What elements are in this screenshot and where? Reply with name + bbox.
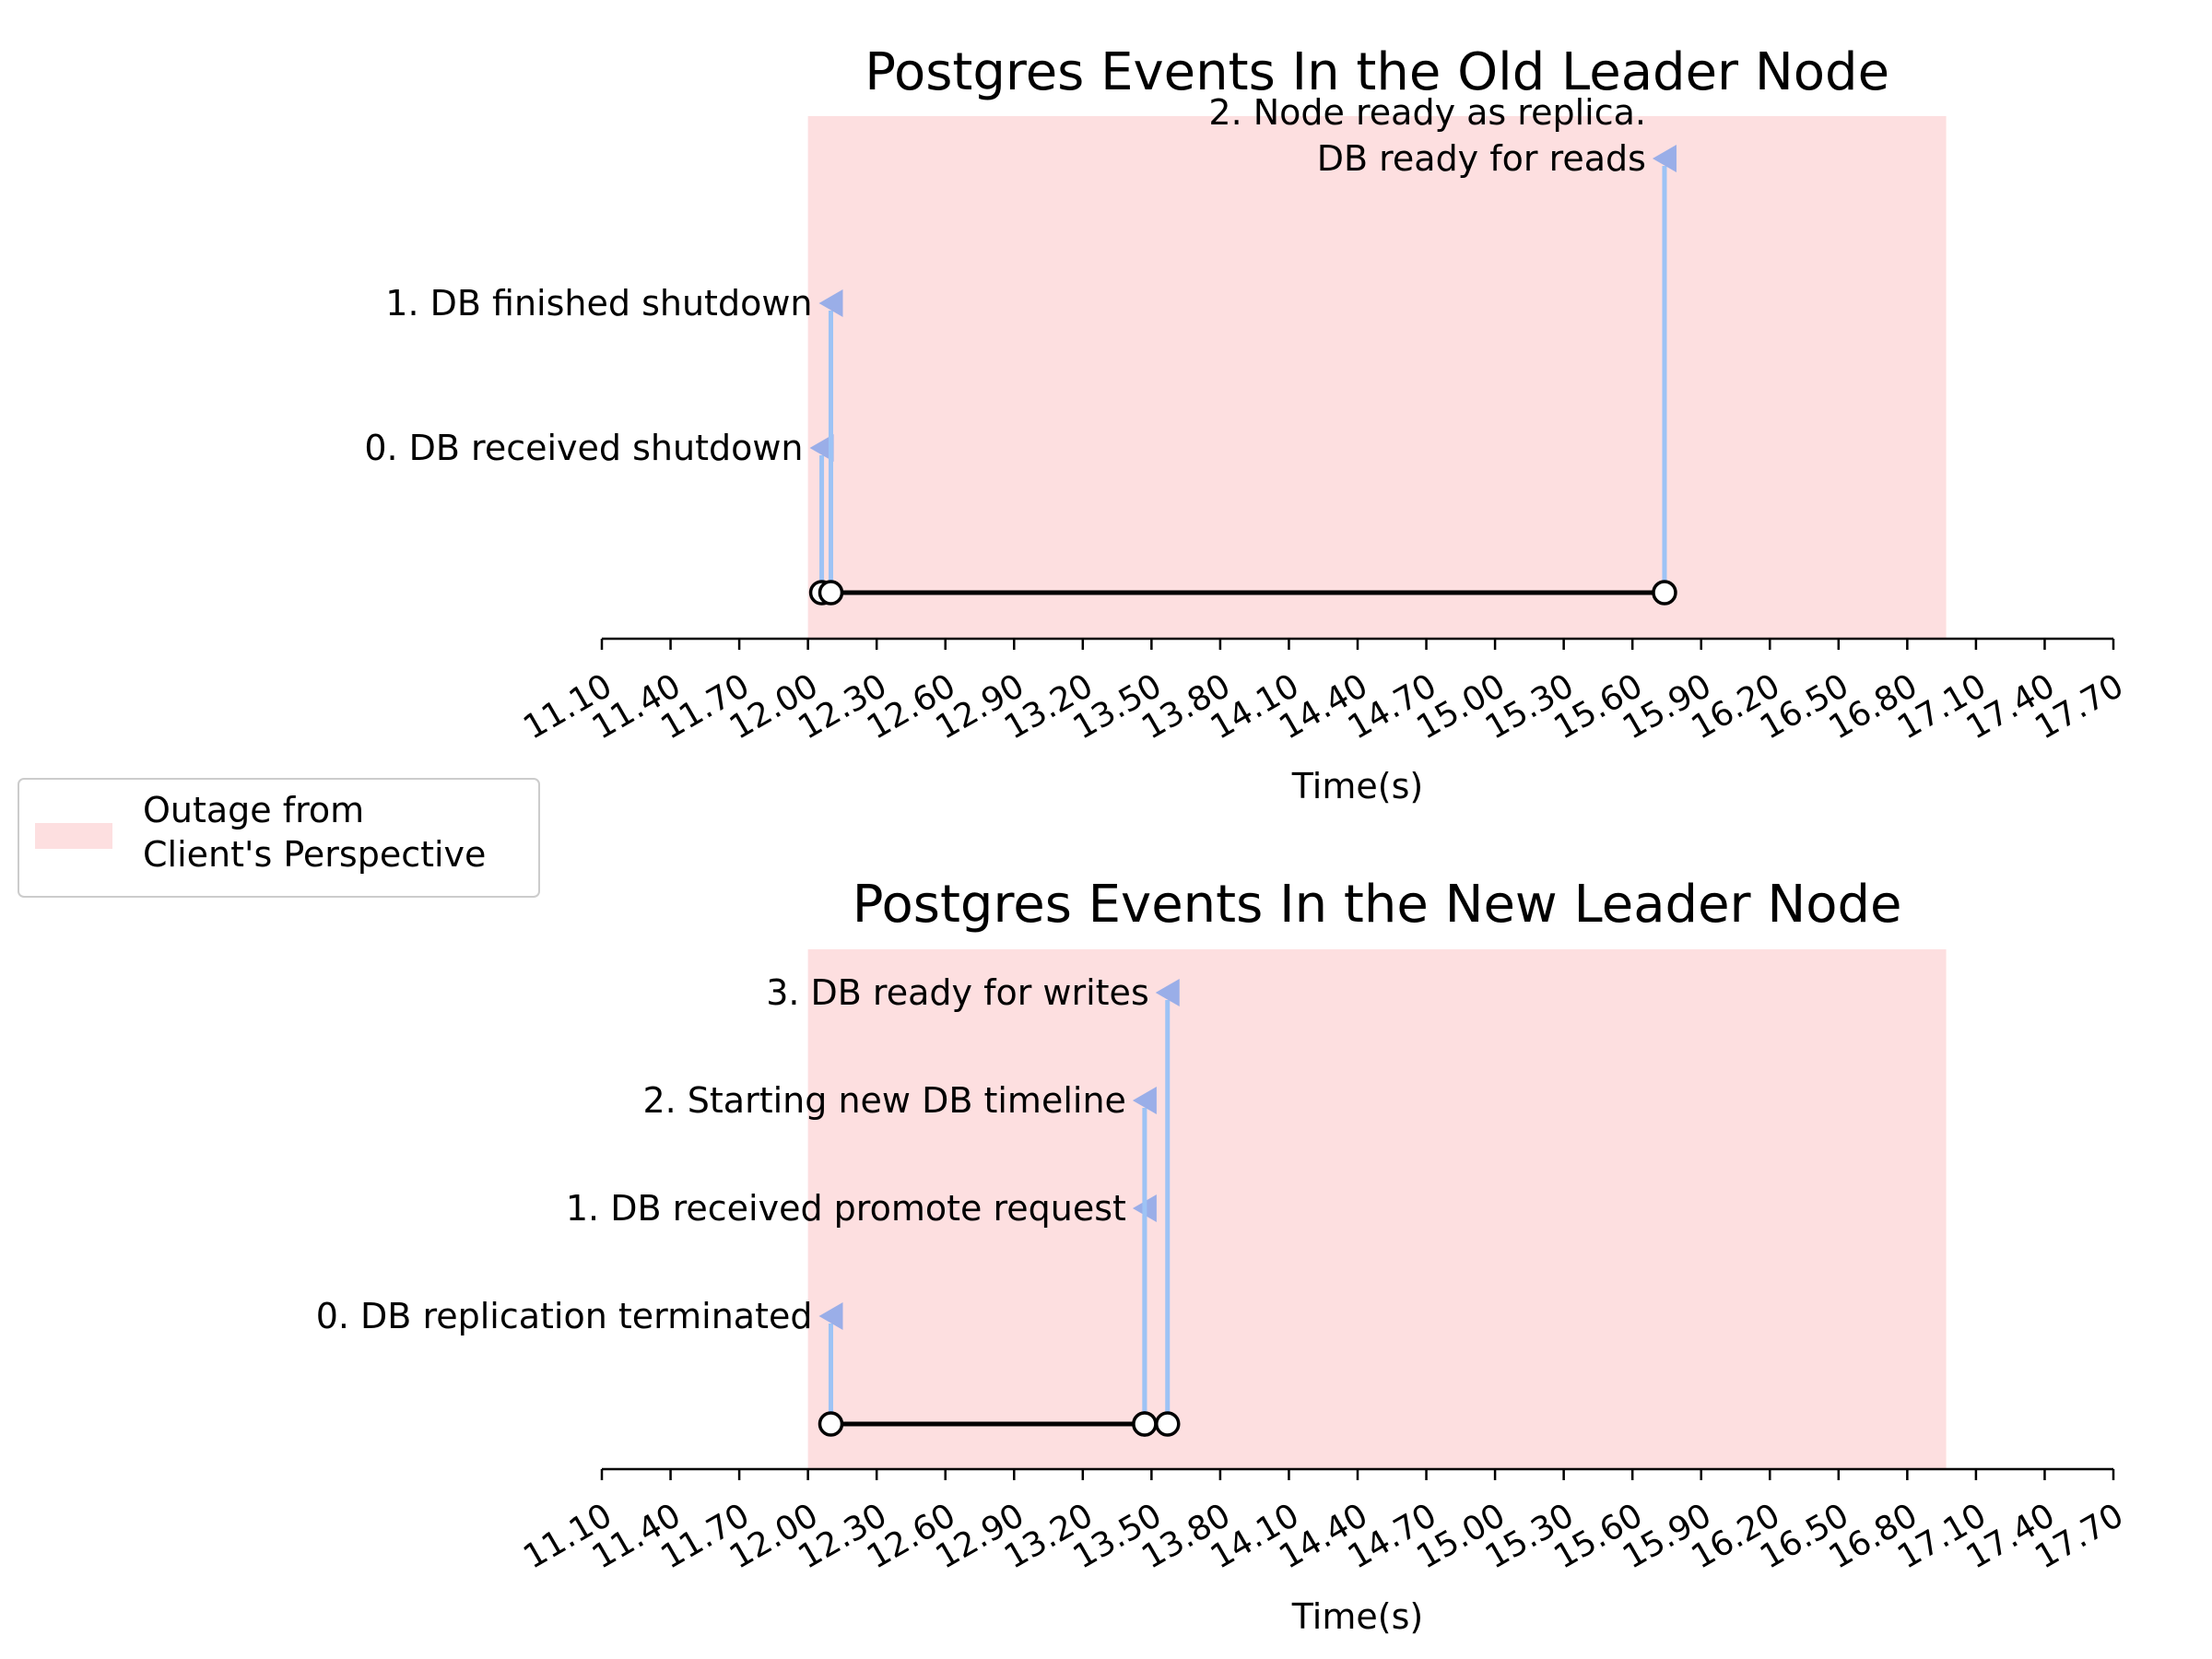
event-label: 2. Starting new DB timeline (642, 1080, 1125, 1121)
event-label: 2. Node ready as replica. DB ready for re… (1208, 92, 1646, 179)
new-leader-panel: Postgres Events In the New Leader Node11… (316, 875, 2130, 1637)
x-axis-label: Time(s) (1291, 1596, 1423, 1637)
event-arrowhead (809, 434, 834, 462)
event-label: 0. DB received shutdown (364, 428, 803, 468)
event-marker (1155, 1411, 1181, 1437)
event-marker (818, 580, 844, 606)
x-axis-label: Time(s) (1291, 766, 1423, 806)
chart-title: Postgres Events In the Old Leader Node (865, 42, 1889, 102)
event-arrowhead (818, 1302, 843, 1330)
event-arrowhead (1652, 145, 1677, 172)
legend-label: Outage from Client's Perspective (143, 790, 486, 875)
event-arrowhead (1132, 1087, 1157, 1114)
old-leader-panel: Postgres Events In the Old Leader Node11… (364, 42, 2130, 806)
outage-band (807, 949, 1947, 1469)
outage-band (807, 116, 1947, 639)
event-label: 3. DB ready for writes (766, 972, 1149, 1013)
event-marker (1652, 580, 1677, 606)
legend-swatch (35, 823, 112, 849)
event-label: 1. DB finished shutdown (385, 283, 812, 324)
event-marker (818, 1411, 844, 1437)
legend-frame (18, 778, 540, 898)
chart-title: Postgres Events In the New Leader Node (853, 875, 1902, 935)
event-arrowhead (1155, 979, 1180, 1006)
event-label: 1. DB received promote request (566, 1188, 1126, 1229)
event-label: 0. DB replication terminated (316, 1296, 813, 1336)
event-marker (1132, 1411, 1158, 1437)
event-arrowhead (818, 289, 843, 317)
legend: Outage from Client's Perspective (18, 778, 540, 898)
